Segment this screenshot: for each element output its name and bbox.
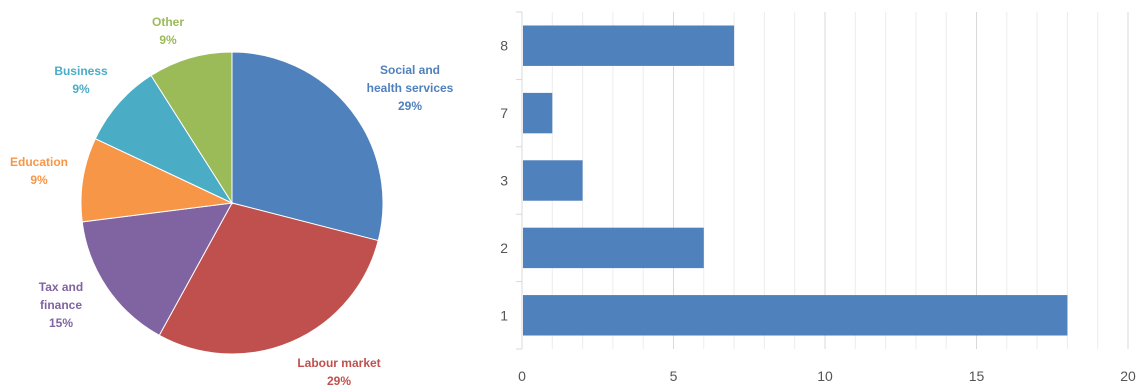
pie-slice-label: Tax and finance 15% xyxy=(39,280,83,330)
pie-slice xyxy=(81,202,233,336)
pie-chart: Social and health services 29% Labour marke… xyxy=(10,15,454,385)
x-tick-label: 10 xyxy=(817,368,833,384)
pie-slice xyxy=(158,202,379,355)
pie-slice-label: Social and health services 29% xyxy=(367,63,454,113)
pie-slice xyxy=(150,51,233,205)
pie-slice xyxy=(94,74,234,205)
pie-slice-label: Education 9% xyxy=(10,155,68,187)
pie-slice xyxy=(80,138,234,223)
x-tick-label: 5 xyxy=(670,368,678,384)
y-tick-label: 7 xyxy=(500,105,508,121)
y-tick-label: 2 xyxy=(500,240,508,256)
bar xyxy=(523,160,583,201)
y-tick-label: 1 xyxy=(500,307,508,323)
pie-slice-label: Business 9% xyxy=(54,64,108,96)
bar xyxy=(523,92,553,134)
x-tick-label: 20 xyxy=(1120,368,1136,384)
bar xyxy=(523,227,704,269)
bar xyxy=(523,25,735,66)
bar-chart: 8 7 3 2 1 0 5 10 15 20 xyxy=(500,11,1136,384)
y-tick-label: 8 xyxy=(500,38,508,54)
pie-slice-label: Labour market 29% xyxy=(297,356,380,385)
x-tick-label: 15 xyxy=(969,368,985,384)
pie-slice xyxy=(231,51,384,242)
pie-slice-label: Other 9% xyxy=(152,15,184,47)
bars xyxy=(523,25,1068,336)
x-tick-label: 0 xyxy=(518,368,526,384)
x-tick-labels: 0 5 10 15 20 xyxy=(518,368,1136,384)
bar xyxy=(523,295,1068,336)
y-tick-label: 3 xyxy=(500,173,508,189)
y-tick-labels: 8 7 3 2 1 xyxy=(500,38,508,324)
